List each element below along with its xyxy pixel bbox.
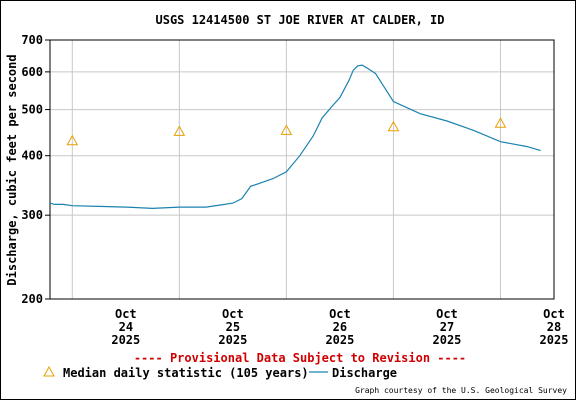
x-tick-label: Oct: [436, 307, 458, 321]
median-marker: [387, 120, 400, 132]
x-tick-label: 2025: [111, 333, 140, 347]
median-marker: [280, 124, 293, 135]
x-tick-label: 26: [333, 320, 347, 334]
x-axis-ticks: Oct242025Oct252025Oct262025Oct272025Oct2…: [111, 307, 568, 347]
legend-discharge-label: Discharge: [332, 366, 397, 380]
discharge-line: [49, 64, 541, 210]
plot-area: [49, 39, 555, 300]
x-tick-label: 28: [547, 320, 561, 334]
legend-median-label: Median daily statistic (105 years): [63, 366, 309, 380]
x-tick-label: 24: [119, 320, 133, 334]
x-tick-label: Oct: [543, 307, 565, 321]
x-tick-label: Oct: [222, 307, 244, 321]
y-axis-label: Discharge, cubic feet per second: [5, 54, 19, 285]
median-marker: [66, 134, 79, 146]
grid: [50, 39, 554, 300]
y-tick-label: 600: [21, 65, 43, 79]
x-tick-label: Oct: [115, 307, 137, 321]
provisional-notice: ---- Provisional Data Subject to Revisio…: [134, 351, 466, 365]
median-markers: [66, 117, 507, 146]
x-tick-label: 2025: [433, 333, 462, 347]
y-tick-label: 200: [21, 292, 43, 306]
credit-text: Graph courtesy of the U.S. Geological Su…: [355, 386, 567, 395]
y-tick-label: 500: [21, 103, 43, 117]
legend-triangle-icon: [43, 365, 55, 377]
x-tick-label: 2025: [325, 333, 354, 347]
median-marker: [173, 125, 186, 136]
x-tick-label: 25: [226, 320, 240, 334]
x-tick-label: Oct: [329, 307, 351, 321]
x-tick-label: 2025: [218, 333, 247, 347]
y-axis-ticks: 200 300 400 500 600 700: [21, 33, 50, 306]
median-marker: [494, 117, 507, 128]
y-tick-label: 400: [21, 149, 43, 163]
x-tick-label: 2025: [540, 333, 569, 347]
y-tick-label: 700: [21, 33, 43, 47]
chart-title: USGS 12414500 ST JOE RIVER AT CALDER, ID: [156, 13, 445, 27]
x-tick-label: 27: [440, 320, 454, 334]
y-tick-label: 300: [21, 208, 43, 222]
legend: Median daily statistic (105 years) Disch…: [43, 365, 397, 380]
